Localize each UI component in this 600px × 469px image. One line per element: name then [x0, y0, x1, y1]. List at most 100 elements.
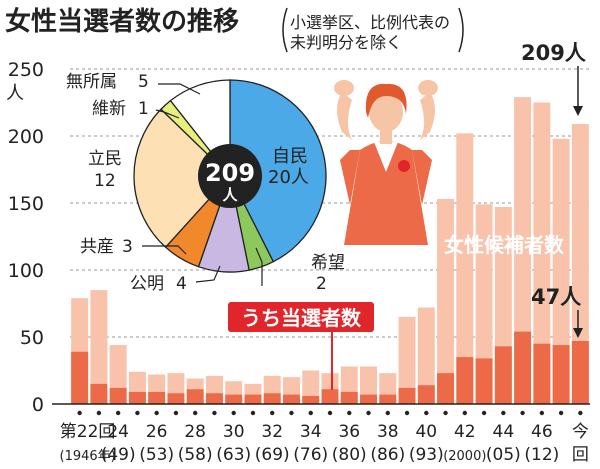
x-tick-dot: [501, 410, 506, 416]
bar-elected: [128, 391, 146, 404]
x-tick-label: 36: [338, 422, 360, 442]
pie-label-komei: 公明: [130, 274, 164, 294]
x-tick-dot: [404, 410, 410, 416]
x-tick-label: 30: [223, 422, 245, 442]
bar-elected: [283, 394, 300, 404]
bar-elected: [494, 346, 512, 404]
pie-value-ishin: 1: [138, 99, 149, 119]
y-unit-label: 人: [6, 83, 24, 104]
bar-elected: [417, 385, 435, 404]
bar-candidates: [475, 204, 493, 404]
chart-title: 女性当選者数の推移: [5, 6, 239, 37]
note-line-1: 小選挙区、比例代表の: [290, 13, 450, 32]
x-tick-label: 今: [572, 422, 589, 442]
bar-elected: [514, 331, 532, 404]
bar-elected: [552, 345, 570, 404]
bar-elected: [533, 343, 551, 404]
legend-elected-box: うち当選者数: [228, 302, 374, 390]
bar-elected: [244, 394, 262, 404]
annotation-last-candidates: 209人: [521, 41, 586, 65]
x-tick-dot: [558, 410, 564, 416]
x-tick-dot: [96, 410, 102, 416]
x-tick-dot: [250, 410, 256, 416]
x-tick-dot: [539, 410, 545, 416]
x-tick-year: (63): [216, 445, 251, 465]
leader-mushozoku: [158, 83, 201, 95]
note-line-2: 未判明分を除く: [290, 33, 402, 52]
x-tick-dot: [347, 410, 352, 416]
pie-label-jimin: 自民: [272, 146, 308, 167]
x-tick-dot: [115, 410, 121, 416]
y-tick-label: 200: [8, 126, 44, 148]
bar-elected: [437, 373, 455, 404]
x-tick-year: (86): [370, 445, 405, 465]
bar-elected: [302, 395, 320, 404]
x-tick-year: (49): [101, 445, 136, 465]
x-tick-label: 28: [184, 422, 206, 442]
bar-candidates: [552, 138, 570, 404]
x-tick-dot: [135, 410, 140, 416]
pie-label-mushozoku: 無所属: [66, 72, 117, 92]
pie-label-kyosan: 共産: [80, 237, 114, 257]
bar-elected: [71, 351, 89, 404]
annotation-arrowhead-elected: [573, 328, 583, 338]
pie-value-kyosan: 3: [122, 237, 133, 257]
x-tick-dot: [154, 410, 159, 416]
note-bracket-right: [458, 7, 464, 53]
x-tick-dot: [462, 410, 468, 416]
bar-elected: [167, 393, 185, 404]
x-tick-year: (58): [178, 445, 213, 465]
x-tick-dot: [481, 410, 487, 416]
x-tick-year: (53): [139, 445, 174, 465]
pie-value-rikken: 12: [94, 171, 116, 191]
annotation-last-elected: 47人: [531, 285, 581, 309]
x-tick-year: (12): [524, 445, 559, 465]
x-tick-dot: [578, 410, 583, 416]
x-tick-label: 40: [415, 422, 437, 442]
x-tick-label: 44: [493, 422, 515, 442]
x-tick-label: 第22回: [60, 422, 116, 442]
x-tick-dot: [77, 410, 82, 416]
pie-label-ishin: 維新: [92, 99, 126, 119]
bar-elected: [340, 391, 358, 404]
x-tick-dot: [231, 410, 236, 416]
bar-elected: [205, 393, 223, 404]
pie-label-rikken: 立民: [88, 149, 122, 169]
x-tick-dot: [308, 410, 313, 416]
x-tick-label: 38: [377, 422, 399, 442]
x-tick-label: 32: [261, 422, 283, 442]
y-tick-label: 250: [8, 59, 44, 81]
pie-value-kibo: 2: [316, 274, 327, 294]
bar-elected: [148, 391, 166, 404]
bar-candidates: [417, 307, 435, 404]
x-tick-year: (69): [255, 445, 290, 465]
pie-center-value: 209: [205, 159, 255, 187]
bar-elected: [109, 387, 127, 404]
pie-value-mushozoku: 5: [138, 72, 149, 92]
x-tick-label: 26: [146, 422, 168, 442]
x-tick-dot: [327, 410, 333, 416]
bar-candidates: [398, 316, 416, 404]
x-tick-dot: [385, 410, 390, 416]
x-tick-label: 42: [454, 422, 476, 442]
x-tick-year: (80): [332, 445, 367, 465]
bar-elected: [398, 387, 416, 404]
y-tick-label: 150: [8, 193, 44, 215]
y-tick-label: 100: [8, 260, 44, 282]
x-tick-year: (76): [293, 445, 328, 465]
bar-candidates: [456, 133, 474, 404]
bar-elected: [360, 394, 377, 404]
bar-elected: [225, 394, 243, 404]
pie-slice: [229, 79, 327, 263]
leader-komei: [195, 265, 221, 283]
x-tick-dot: [173, 410, 179, 416]
annotation-arrowhead-candidates: [573, 106, 583, 116]
woman-illustration: [334, 80, 438, 245]
x-tick-dot: [366, 410, 371, 416]
bar-candidates: [533, 102, 551, 404]
bar-candidates: [514, 97, 532, 404]
legend-elected: うち当選者数: [241, 306, 362, 330]
leader-kyosan: [142, 245, 187, 255]
x-tick-year: 回: [572, 445, 589, 465]
